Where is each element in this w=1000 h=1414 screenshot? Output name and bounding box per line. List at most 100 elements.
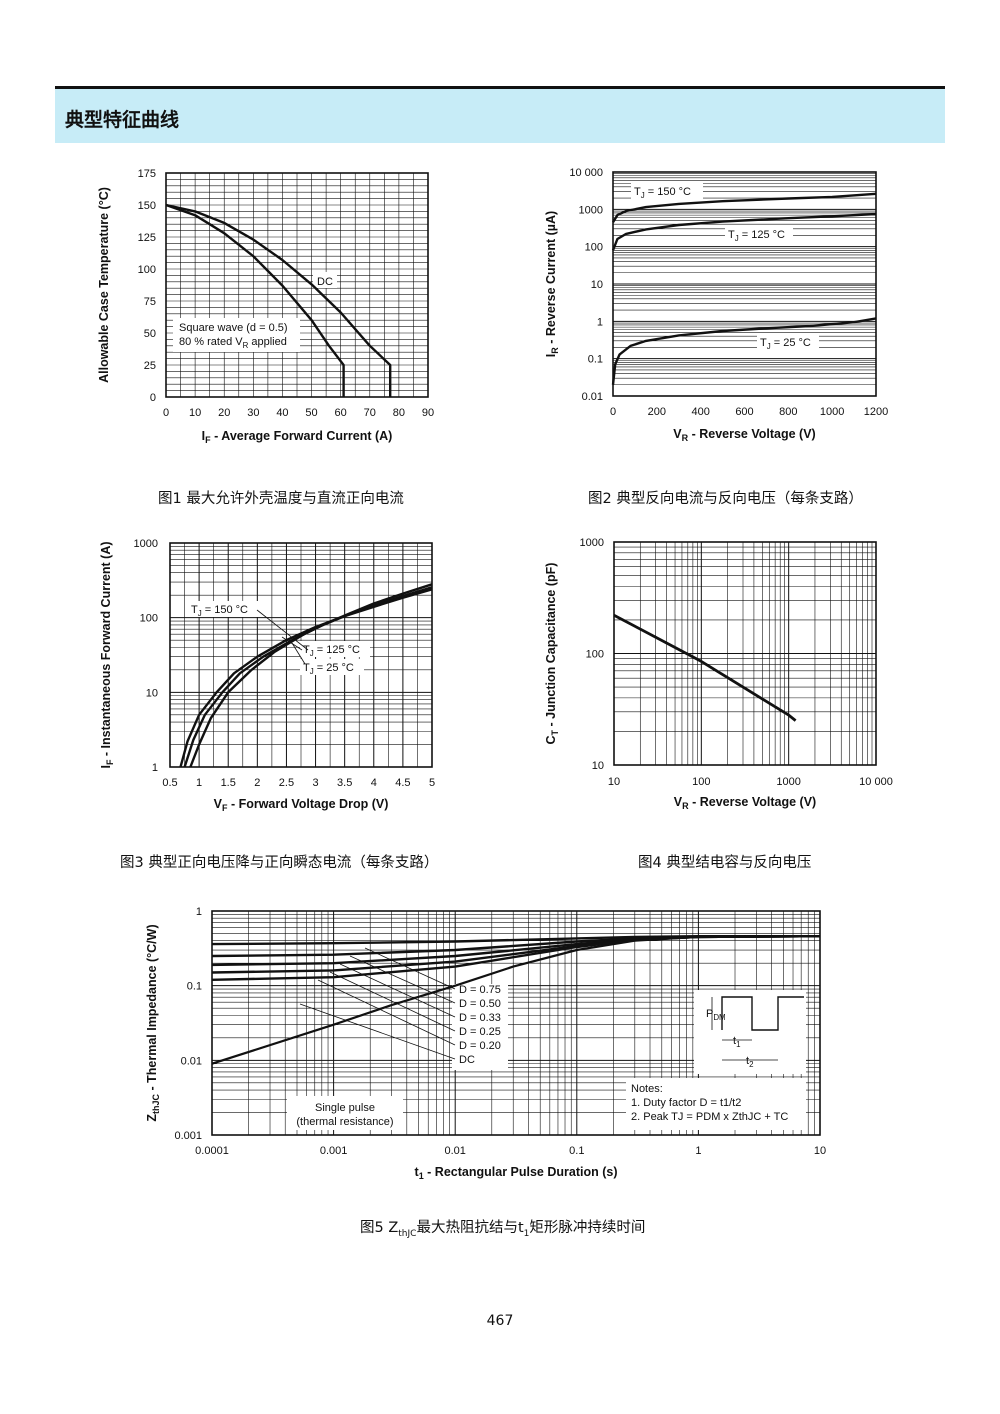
fig5-leader-0 xyxy=(364,947,456,990)
fig1-xtick: 10 xyxy=(189,407,201,419)
fig2-ylabel-rest: - Reverse Current (µA) xyxy=(544,211,558,347)
fig4-series-0 xyxy=(613,614,797,722)
fig5-xtick: 10 xyxy=(814,1145,826,1157)
fig3-ylabel-rest: - Instantaneous Forward Current (A) xyxy=(99,541,113,759)
fig4-ylabel-sub: T xyxy=(550,729,560,735)
fig5-notes-box xyxy=(626,1078,806,1130)
fig5-legend-5: DC xyxy=(459,1054,475,1066)
fig4-xlabel-sub: R xyxy=(682,801,689,811)
fig5-leader-3 xyxy=(329,971,456,1032)
fig2-xlabel-main: V xyxy=(673,427,682,441)
fig4-chart: 10 100 1000 10 000 10 100 1000 VR - Reverse Vol… xyxy=(544,537,893,811)
fig3-label-2-main: T xyxy=(303,662,310,674)
fig1-ytick: 25 xyxy=(144,360,156,372)
fig3-frame xyxy=(169,542,433,768)
fig3-label-0-main: T xyxy=(191,604,198,616)
fig1-xtick: 20 xyxy=(218,407,230,419)
fig3-label-box-1 xyxy=(300,641,370,657)
fig1-frame xyxy=(165,172,429,398)
page-number: 467 xyxy=(486,1313,514,1329)
fig4-xlabel-rest: - Reverse Voltage (V) xyxy=(689,795,817,809)
fig5-inset-t1: t1 xyxy=(733,1035,741,1049)
fig5-legend-box xyxy=(452,984,508,1070)
fig3-label-1-rest: = 125 °C xyxy=(314,644,360,656)
section-title: 典型特征曲线 xyxy=(65,109,180,131)
fig1-chart: 0 10 20 30 40 50 60 70 80 90 0 25 50 75 100 125 150 175 IF… xyxy=(97,168,434,445)
section-banner: 典型特征曲线 xyxy=(55,89,945,143)
fig1-xtick: 40 xyxy=(276,407,288,419)
fig3-label-1-main: T xyxy=(303,644,310,656)
fig5-caption-b: thJC xyxy=(398,1228,417,1239)
fig1-annotation-rated-sub: R xyxy=(243,341,249,350)
fig3-xtick: 1 xyxy=(196,777,202,789)
fig5-xtick: 0.001 xyxy=(320,1145,348,1157)
fig5-leader-2 xyxy=(339,963,456,1018)
fig1-ylabel: Allowable Case Temperature (°C) xyxy=(97,187,111,383)
fig5-series-5 xyxy=(211,935,821,1065)
fig5-legend-3: D = 0.25 xyxy=(459,1026,501,1038)
fig1-annotation-rated-main: 80 % rated V xyxy=(179,336,243,348)
fig3-label-box-0 xyxy=(188,601,258,617)
fig4-ytick: 100 xyxy=(586,649,604,661)
fig5-leader-1 xyxy=(349,955,456,1004)
fig1-xtick: 90 xyxy=(422,407,434,419)
fig3-xtick: 2 xyxy=(254,777,260,789)
fig4-ylabel: CT - Junction Capacitance (pF) xyxy=(544,563,560,745)
fig2-series-1 xyxy=(611,212,877,251)
fig2-xtick: 600 xyxy=(735,406,753,418)
fig4-ylabel-main: C xyxy=(544,735,558,744)
fig3-xtick: 2.5 xyxy=(279,777,294,789)
fig2-label-0: TJ = 150 °C xyxy=(634,186,691,200)
fig5-leader-4 xyxy=(317,979,456,1046)
fig5-ylabel-main: Z xyxy=(145,1114,159,1122)
fig3-xlabel-rest: - Forward Voltage Drop (V) xyxy=(227,797,388,811)
fig5-ytick: 0.01 xyxy=(181,1055,202,1067)
fig2-ytick: 10 000 xyxy=(569,167,603,179)
fig4-xlabel-main: V xyxy=(674,795,683,809)
fig1-ytick: 150 xyxy=(138,200,156,212)
fig4-frame xyxy=(613,541,877,766)
fig5-inset-t2-sub: 2 xyxy=(749,1060,753,1069)
fig5-inset-wave xyxy=(721,996,804,1031)
fig5-ylabel-rest: - Thermal Impedance (°C/W) xyxy=(145,924,159,1094)
fig3-leader-25 xyxy=(291,642,306,665)
fig1-xtick: 0 xyxy=(163,407,169,419)
fig2-series-0 xyxy=(611,192,877,223)
fig5-xlabel-main: t xyxy=(415,1165,420,1179)
fig4-xtick: 1000 xyxy=(776,776,800,788)
fig5-xtick: 0.0001 xyxy=(195,1145,229,1157)
fig5-inset-pdm: PDM xyxy=(706,1008,726,1022)
fig2-xtick: 1000 xyxy=(820,406,844,418)
fig3-label-0-rest: = 150 °C xyxy=(202,604,248,616)
fig3-xtick: 3.5 xyxy=(337,777,352,789)
fig2-label-box-1 xyxy=(725,226,793,242)
fig4-xtick: 10 xyxy=(608,776,620,788)
fig5-frame xyxy=(211,910,821,1136)
fig2-xtick: 400 xyxy=(691,406,709,418)
fig2-ylabel: IR - Reverse Current (µA) xyxy=(544,211,560,357)
fig3-xtick: 4.5 xyxy=(395,777,410,789)
fig5-inset-t1-main: t xyxy=(733,1035,736,1047)
fig3-xlabel-sub: F xyxy=(222,803,228,813)
fig3-label-box-2 xyxy=(300,659,364,675)
fig2-series-2 xyxy=(611,317,877,385)
fig2-label-1-main: T xyxy=(728,229,735,241)
fig2-xtick: 800 xyxy=(779,406,797,418)
fig1-caption: 图1 最大允许外壳温度与直流正向电流 xyxy=(158,491,404,507)
fig5-leader-5 xyxy=(299,1003,456,1060)
fig3-label-1: TJ = 125 °C xyxy=(303,644,360,658)
fig3-label-1-sub: J xyxy=(310,649,314,658)
fig2-label-2-sub: J xyxy=(767,342,771,351)
fig5-ylabel-sub: thJC xyxy=(151,1093,161,1114)
fig3-ytick: 100 xyxy=(140,613,158,625)
fig2-ytick: 100 xyxy=(585,242,603,254)
fig3-label-2: TJ = 25 °C xyxy=(303,662,354,676)
fig3-ylabel: IF - Instantaneous Forward Current (A) xyxy=(99,541,115,768)
fig3-xtick: 4 xyxy=(371,777,377,789)
fig2-label-box-0 xyxy=(631,183,703,199)
fig1-annotation-box xyxy=(173,318,300,352)
fig2-frame xyxy=(612,171,877,397)
fig1-annotation-square: Square wave (d = 0.5) xyxy=(179,322,288,334)
fig1-ytick: 100 xyxy=(138,264,156,276)
fig1-xlabel: IF - Average Forward Current (A) xyxy=(202,429,393,445)
